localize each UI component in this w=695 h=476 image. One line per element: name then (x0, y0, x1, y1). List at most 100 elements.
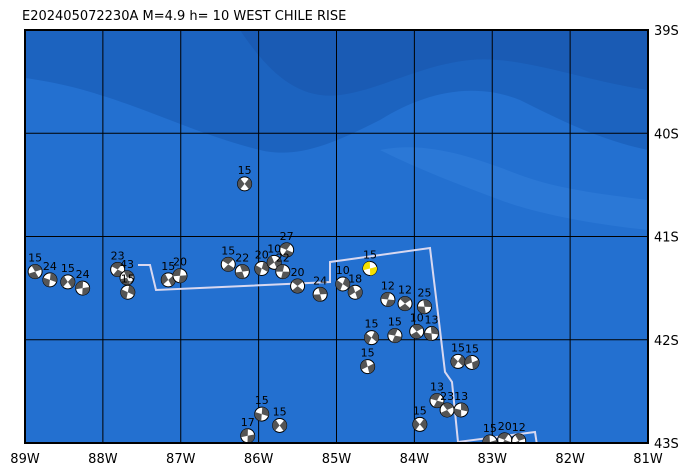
lon-tick-label: 82W (555, 452, 585, 467)
depth-label: 20 (291, 266, 305, 279)
compression-quadrant (124, 270, 134, 278)
focal-mechanism: 23 (439, 390, 455, 418)
depth-label: 15 (273, 405, 287, 418)
depth-label: 15 (388, 316, 402, 329)
lon-tick-label: 89W (10, 452, 40, 467)
compression-quadrant (392, 335, 402, 343)
compression-quadrant (222, 257, 234, 265)
lat-tick-label: 43S (654, 437, 679, 452)
focal-mechanism: 15 (450, 341, 466, 369)
compression-quadrant (362, 261, 370, 271)
lon-tick-label: 87W (166, 452, 196, 467)
compression-quadrant (440, 409, 452, 417)
depth-label: 27 (280, 230, 294, 243)
focal-mechanism: 20 (254, 249, 270, 277)
depth-label: 20 (255, 249, 269, 262)
lat-tick-label: 39S (654, 24, 679, 39)
compression-quadrant (292, 286, 304, 294)
depth-label: 15 (61, 262, 75, 275)
focal-mechanism: 22 (275, 252, 291, 280)
compression-quadrant (412, 324, 423, 332)
depth-label: 22 (276, 252, 290, 265)
depth-label: 15 (365, 318, 379, 331)
compression-quadrant (127, 285, 135, 296)
focal-mechanism: 10 (409, 311, 425, 339)
lon-tick-label: 86W (244, 452, 274, 467)
focal-mechanism: 27 (279, 230, 295, 258)
map-frame (24, 29, 649, 444)
compression-quadrant (244, 178, 252, 190)
depth-label: 24 (76, 268, 90, 281)
focal-mechanism: 15 (27, 252, 43, 280)
depth-label: 24 (313, 274, 327, 287)
lon-tick-label: 83W (478, 452, 508, 467)
focal-mechanism: 18 (347, 272, 363, 300)
compression-quadrant (111, 262, 123, 270)
compression-quadrant (430, 393, 441, 401)
focal-mechanism: 20 (172, 256, 188, 284)
depth-label: 15 (451, 341, 465, 354)
depth-label: 18 (348, 272, 362, 285)
depth-label: 17 (241, 416, 255, 429)
compression-quadrant (120, 289, 128, 300)
compression-quadrant (461, 402, 469, 412)
compression-quadrant (275, 264, 285, 272)
depth-label: 15 (221, 244, 235, 257)
focal-mechanism: 24 (75, 268, 91, 296)
focal-mechanism: 15 (412, 404, 428, 432)
compression-quadrant (240, 428, 248, 438)
compression-quadrant (355, 288, 363, 299)
compression-quadrant (364, 333, 372, 344)
compression-quadrant (280, 242, 291, 250)
compression-quadrant (313, 294, 322, 302)
focal-mechanism: 10 (266, 242, 282, 270)
focal-mechanism: 43 (119, 258, 135, 286)
compression-quadrant (318, 287, 328, 295)
depth-label: 22 (235, 252, 249, 265)
compression-quadrant (342, 277, 350, 288)
focal-mechanism: 15 (120, 272, 136, 300)
compression-quadrant (472, 359, 479, 370)
focal-mechanism: 13 (424, 314, 440, 342)
compression-quadrant (172, 268, 181, 277)
compression-quadrant (380, 292, 391, 300)
depth-label: 15 (121, 272, 135, 285)
depth-label: 15 (161, 260, 175, 273)
compression-quadrant (423, 299, 432, 307)
compression-quadrant (247, 434, 255, 443)
compression-quadrant (223, 264, 235, 272)
focal-mechanism: 15 (464, 342, 480, 370)
depth-label: 20 (498, 420, 512, 433)
deep-basin (240, 30, 648, 96)
compression-quadrant (239, 264, 250, 272)
focal-mechanism: 12 (380, 279, 396, 307)
compression-quadrant (348, 285, 356, 296)
map-title: E202405072230A M=4.9 h= 10 WEST CHILE RI… (22, 9, 346, 24)
compression-quadrant (60, 276, 68, 287)
depth-label: 20 (173, 256, 187, 269)
compression-quadrant (360, 359, 368, 370)
depth-label: 24 (43, 260, 57, 273)
lon-tick-label: 81W (633, 452, 663, 467)
depth-label: 15 (238, 164, 252, 177)
lon-tick-label: 88W (88, 452, 118, 467)
depth-label: 12 (512, 421, 526, 434)
compression-quadrant (254, 412, 262, 422)
depth-label: 25 (417, 287, 431, 300)
compression-quadrant (267, 255, 275, 267)
compression-quadrant (465, 355, 473, 365)
compression-quadrant (49, 272, 57, 283)
focal-mechanism: 15 (237, 164, 253, 192)
compression-quadrant (457, 355, 465, 367)
lon-tick-label: 85W (322, 452, 352, 467)
depth-label: 15 (363, 249, 377, 262)
focal-mechanism: 15 (360, 347, 376, 375)
compression-quadrant (388, 328, 398, 336)
compression-quadrant (272, 419, 280, 431)
compression-quadrant (178, 275, 187, 283)
compression-quadrant (254, 265, 262, 276)
focal-mechanism: 20 (290, 266, 306, 294)
compression-quadrant (454, 408, 462, 418)
